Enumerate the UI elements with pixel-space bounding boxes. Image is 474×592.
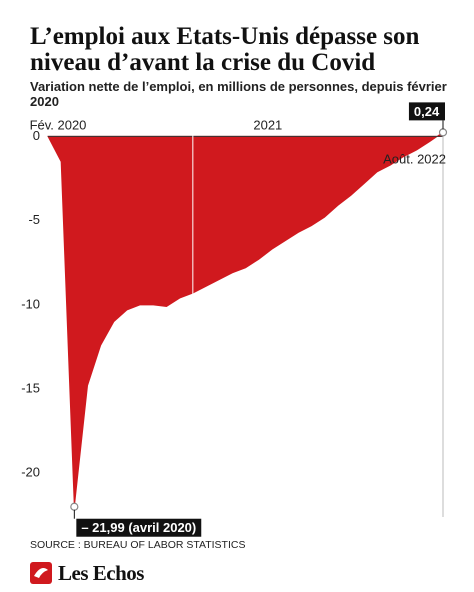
chart-subtitle: Variation nette de l’emploi, en millions… [30,79,447,109]
brand: Les Echos [58,561,144,585]
value-label-box [408,102,445,121]
value-label-box [76,518,202,537]
y-tick-label: -15 [21,380,40,395]
x-tick-label: Fév. 2020 [30,117,87,132]
x-tick-label: 2021 [253,117,282,132]
value-label: – 21,99 (avril 2020) [76,518,202,537]
y-tick-label: -20 [21,465,40,480]
chart-title: L’emploi aux Etats-Unis dépasse son nive… [30,23,420,76]
logo-icon [30,562,52,584]
point-marker [70,502,79,511]
x-tick-label: Août. 2022 [383,151,446,166]
value-label: 0,24 [408,102,445,121]
area [47,131,444,507]
y-tick-label: 0 [33,128,40,143]
point-marker [438,128,448,137]
y-tick-label: -5 [28,212,40,227]
source: SOURCE : BUREAU OF LABOR STATISTICS [30,539,246,551]
y-tick-label: -10 [21,296,40,311]
value-label-text: – 21,99 (avril 2020) [81,520,196,535]
value-label-text: 0,24 [414,104,440,119]
